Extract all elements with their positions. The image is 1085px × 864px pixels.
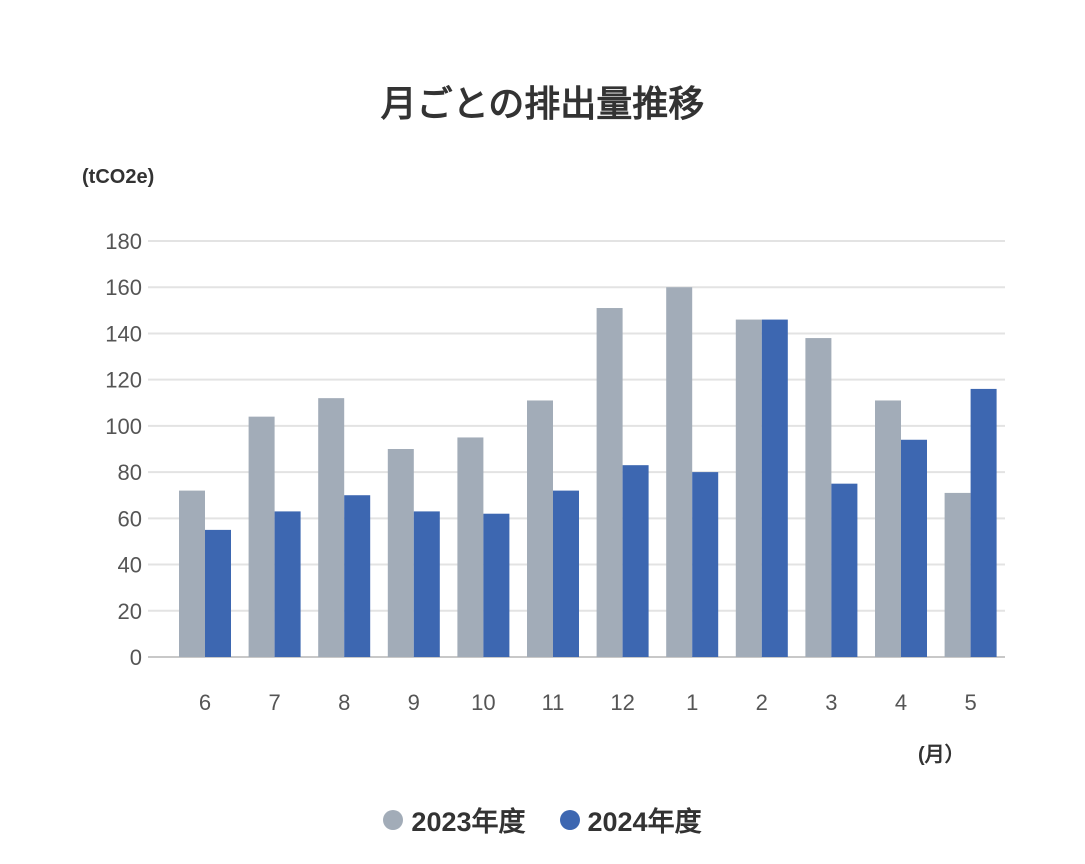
bar-2024年度-6 bbox=[205, 529, 231, 657]
x-tick-label: 5 bbox=[964, 690, 976, 715]
bar-2023年度-11 bbox=[527, 400, 553, 657]
bar-2024年度-11 bbox=[553, 490, 579, 657]
legend-label: 2024年度 bbox=[587, 807, 702, 837]
x-tick-label: 9 bbox=[408, 690, 420, 715]
bar-2024年度-7 bbox=[274, 511, 301, 657]
bar-2023年度-2 bbox=[735, 319, 762, 657]
x-tick-label: 6 bbox=[199, 690, 211, 715]
x-tick-label: 4 bbox=[895, 690, 907, 715]
y-axis-unit: (tCO2e) bbox=[82, 166, 155, 188]
x-tick-label: 12 bbox=[610, 690, 634, 715]
legend-label: 2023年度 bbox=[411, 807, 526, 837]
y-tick-label: 0 bbox=[130, 645, 142, 670]
bar-2023年度-6 bbox=[179, 490, 205, 657]
x-tick-label: 7 bbox=[268, 690, 280, 715]
bar-2024年度-5 bbox=[970, 388, 997, 657]
bar-2023年度-5 bbox=[944, 492, 971, 657]
x-axis-unit: (月） bbox=[918, 744, 965, 766]
bar-2023年度-4 bbox=[875, 400, 901, 657]
y-tick-label: 140 bbox=[105, 321, 142, 346]
y-tick-label: 80 bbox=[118, 460, 142, 485]
bar-2024年度-8 bbox=[344, 495, 371, 657]
y-tick-label: 40 bbox=[118, 553, 142, 578]
bar-2024年度-9 bbox=[413, 511, 440, 657]
x-tick-label: 2 bbox=[756, 690, 768, 715]
y-tick-label: 120 bbox=[105, 368, 142, 393]
bar-2024年度-4 bbox=[901, 439, 927, 657]
bar-2023年度-10 bbox=[457, 437, 484, 657]
legend-dot-icon bbox=[383, 809, 404, 830]
legend-dot-icon bbox=[559, 809, 580, 830]
y-tick-label: 60 bbox=[118, 506, 142, 531]
bar-2023年度-1 bbox=[666, 287, 693, 657]
y-tick-label: 100 bbox=[105, 414, 142, 439]
bar-2024年度-10 bbox=[483, 513, 510, 657]
bar-2023年度-3 bbox=[805, 338, 832, 657]
legend: 2023年度 2024年度 bbox=[0, 800, 1085, 839]
legend-item-2023: 2023年度 bbox=[383, 800, 526, 839]
x-tick-label: 1 bbox=[686, 690, 698, 715]
y-tick-label: 20 bbox=[118, 599, 142, 624]
x-tick-label: 10 bbox=[471, 690, 495, 715]
x-tick-label: 3 bbox=[825, 690, 837, 715]
bar-2024年度-2 bbox=[761, 319, 788, 657]
y-tick-label: 160 bbox=[105, 275, 142, 300]
bar-2023年度-9 bbox=[387, 449, 414, 657]
bar-2024年度-1 bbox=[692, 472, 719, 657]
bar-2024年度-3 bbox=[831, 483, 858, 657]
bar-2023年度-7 bbox=[248, 416, 275, 657]
legend-item-2024: 2024年度 bbox=[559, 800, 702, 839]
x-tick-label: 8 bbox=[338, 690, 350, 715]
bar-2023年度-8 bbox=[318, 398, 345, 657]
x-tick-label: 11 bbox=[542, 690, 565, 715]
bar-2024年度-12 bbox=[622, 465, 649, 657]
bar-2023年度-12 bbox=[596, 308, 623, 657]
chart-title: 月ごとの排出量推移 bbox=[380, 83, 705, 124]
y-tick-label: 180 bbox=[105, 229, 142, 254]
